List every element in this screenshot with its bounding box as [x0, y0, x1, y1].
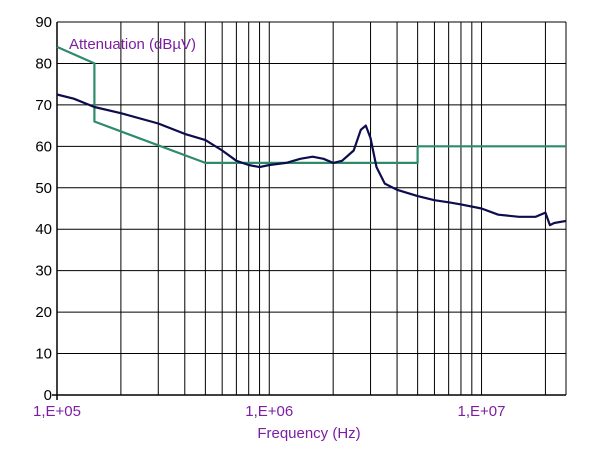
y-tick-label: 70	[35, 97, 52, 114]
y-tick-label: 50	[35, 180, 52, 197]
y-tick-label: 20	[35, 304, 52, 321]
series-layer	[56, 45, 567, 227]
y-tick-label: 10	[35, 346, 52, 363]
x-tick-label: 1,E+05	[33, 403, 81, 420]
y-tick-label: 90	[35, 14, 52, 31]
y-tick-label: 60	[35, 138, 52, 155]
y-tick-label: 30	[35, 263, 52, 280]
y-axis-title: Attenuation (dBµV)	[69, 36, 196, 53]
y-tick-label: 40	[35, 221, 52, 238]
y-tick-label: 80	[35, 55, 52, 72]
x-tick-label: 1,E+07	[458, 403, 506, 420]
grid	[52, 21, 567, 400]
x-tick-label: 1,E+06	[245, 403, 293, 420]
x-axis-title: Frequency (Hz)	[257, 425, 360, 442]
series-line-1	[56, 45, 566, 164]
x-tick-labels: 1,E+05 1,E+06 1,E+07	[33, 403, 505, 420]
y-tick-labels: 0 10 20 30 40 50 60 70 80 90	[35, 14, 52, 404]
series-line-2	[56, 93, 567, 227]
y-tick-label: 0	[44, 387, 52, 404]
